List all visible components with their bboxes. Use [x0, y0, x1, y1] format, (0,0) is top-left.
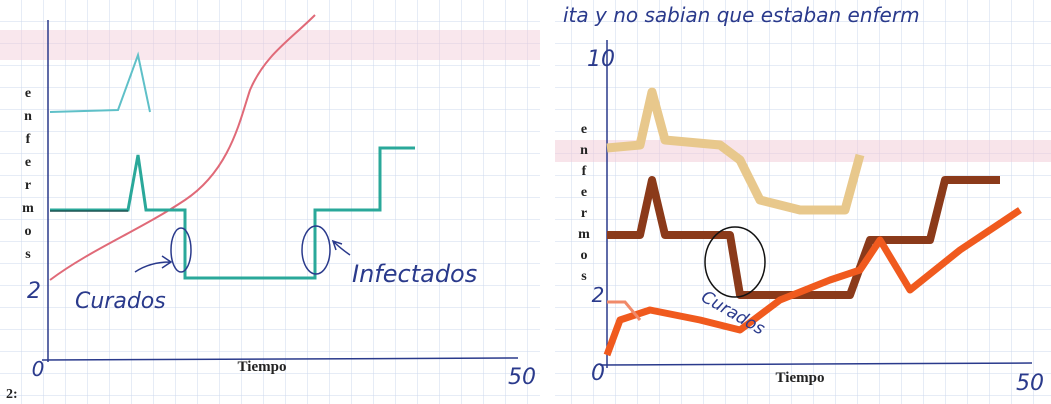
y-label-letter: r [581, 206, 587, 221]
y-mark: 2 [592, 283, 605, 307]
y-label-letter: f [582, 164, 587, 179]
y-label-letter: n [580, 143, 588, 158]
y-label-letter: m [578, 227, 590, 242]
y-mark: 2 [27, 279, 41, 304]
y-label-letter: e [581, 185, 587, 200]
y-label-letter: n [24, 109, 32, 124]
gutter [540, 0, 555, 404]
x-label: Tiempo [238, 359, 287, 375]
y-label-letter: e [25, 155, 31, 170]
annotation: Curados [75, 289, 166, 314]
x-start: 0 [32, 357, 45, 381]
y-label-letter: o [581, 248, 588, 263]
footer: 2: [6, 387, 18, 402]
y-label-letter: m [22, 201, 34, 216]
y-label-letter: s [25, 247, 31, 262]
annotation: Infectados [352, 260, 477, 288]
x-end: 50 [508, 365, 536, 390]
y-label-letter: e [25, 86, 31, 101]
smear [0, 30, 540, 60]
y-label-letter: r [25, 178, 31, 193]
x-end: 50 [1016, 371, 1044, 396]
y-label-letter: o [25, 224, 32, 239]
y-label-letter: s [581, 269, 587, 284]
y-label-letter: e [581, 122, 587, 137]
paper-right [555, 0, 1051, 404]
header-note: ita y no sabian que estaban enferm [563, 3, 920, 27]
y-top: 10 [587, 47, 615, 72]
y-label-letter: f [26, 132, 31, 147]
paper-left [0, 0, 540, 404]
x-start: 0 [591, 361, 605, 386]
page: enfermos Tiempo 0 50 2 Curados Infectado… [0, 0, 1051, 404]
x-label: Tiempo [776, 370, 825, 386]
